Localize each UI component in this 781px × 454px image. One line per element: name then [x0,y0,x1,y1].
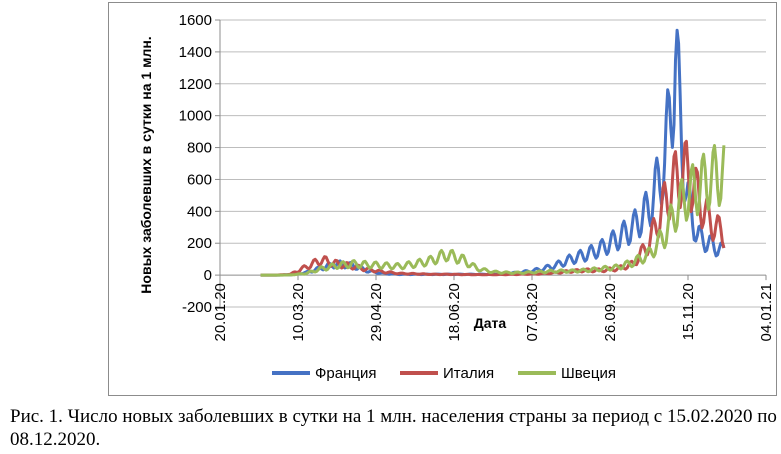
x-tick-label: 10.03.20 [290,283,307,341]
x-tick-label: 04.01.21 [758,283,775,341]
legend-label: Франция [315,365,376,382]
y-tick-label: 1400 [179,44,212,61]
y-tick-label: 800 [187,140,212,157]
x-tick-label: 18.06.20 [446,283,463,341]
x-tick-label: 20.01.20 [212,283,229,341]
series-lines [260,28,726,277]
y-tick-label: -200 [182,299,212,316]
chart-svg: -200 0 200 400 600 800 1000 1200 1400 1600 20.01.… [138,12,775,382]
legend-label: Италия [443,365,494,382]
y-tick-label: 200 [187,235,212,252]
y-axis-label: Новых заболевших в сутки на 1 млн. [138,36,154,293]
y-tick-label: 1600 [179,12,212,29]
series-line-0 [260,28,726,277]
y-tick-labels: -200 0 200 400 600 800 1000 1200 1400 1600 [179,12,212,316]
chart-frame [108,2,777,396]
y-tick-label: 600 [187,171,212,188]
x-tick-labels: 20.01.20 10.03.20 29.04.20 18.06.20 07.08.20… [212,283,775,341]
x-tick-label: 07.08.20 [524,283,541,341]
x-axis-label: Дата [474,315,507,331]
figure: -200 0 200 400 600 800 1000 1200 1400 1600 20.01.… [108,2,777,396]
y-tick-label: 0 [204,267,212,284]
legend: Франция Италия Швеция [272,365,616,382]
x-tick-label: 26.09.20 [602,283,619,341]
legend-label: Швеция [561,365,616,382]
y-tick-label: 1000 [179,108,212,125]
y-tick-label: 400 [187,203,212,220]
figure-caption: Рис. 1. Число новых заболевших в сутки н… [10,406,777,450]
y-tick-label: 1200 [179,76,212,93]
x-tick-label: 29.04.20 [368,283,385,341]
grid-lines [220,19,766,308]
series-line-2 [260,144,726,277]
x-tick-label: 15.11.20 [680,283,697,340]
